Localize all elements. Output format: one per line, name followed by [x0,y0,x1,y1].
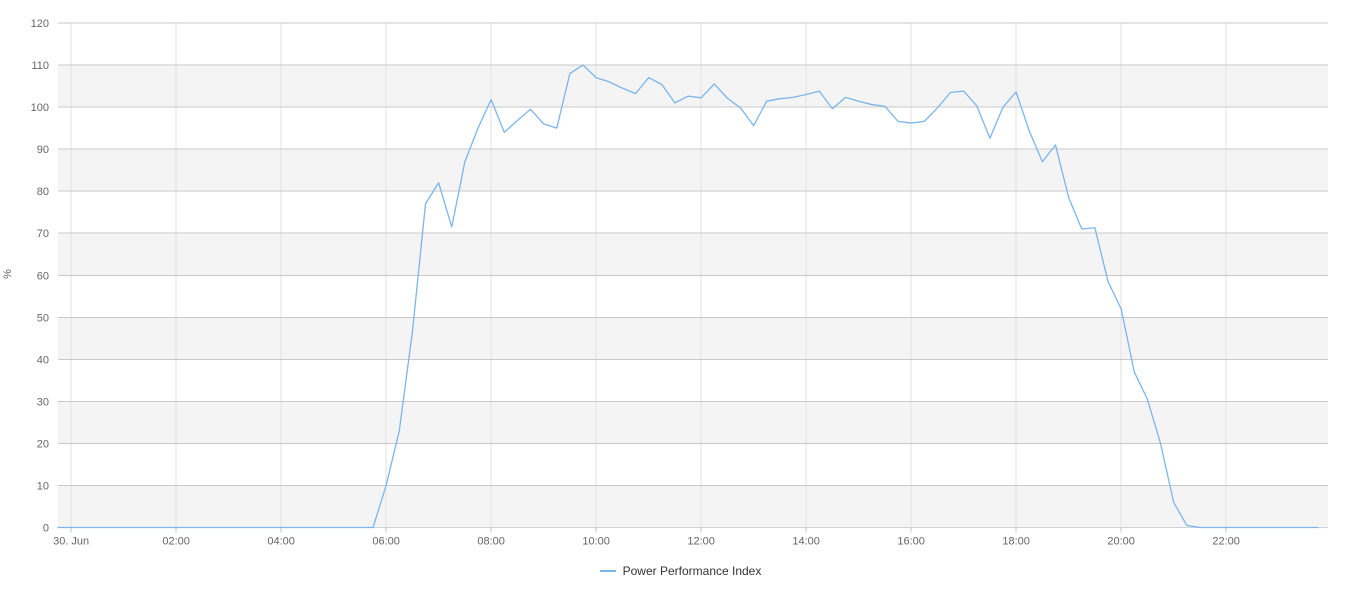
x-tick-label: 22:00 [1212,536,1240,548]
y-tick-label: 90 [37,144,49,156]
y-tick-label: 30 [37,396,49,408]
x-tick-label: 20:00 [1107,536,1135,548]
x-tick-label: 18:00 [1002,536,1030,548]
y-tick-label: 0 [43,523,49,535]
y-band [58,149,1328,192]
y-tick-label: 70 [37,228,49,240]
y-tick-label: 60 [37,270,49,282]
x-tick-label: 02:00 [162,536,190,548]
y-tick-label: 20 [37,438,49,450]
y-tick-label: 120 [31,18,49,30]
x-tick-label: 08:00 [477,536,505,548]
legend-line-symbol [599,570,616,572]
series-line-power-performance-index[interactable] [57,64,1319,529]
y-band [58,401,1328,444]
y-axis-title: % [2,269,14,279]
y-tick-label: 10 [37,480,49,492]
y-tick-label: 110 [31,60,49,72]
x-tick-label: 30. Jun [53,536,89,548]
y-tick-label: 80 [37,186,49,198]
x-tick-label: 10:00 [582,536,610,548]
x-tick-label: 04:00 [267,536,295,548]
legend-label: Power Performance Index [622,564,762,578]
legend-item-power-performance-index[interactable]: Power Performance Index [596,562,766,580]
x-tick-label: 14:00 [792,536,820,548]
x-tick-label: 06:00 [372,536,400,548]
y-band [58,65,1328,108]
y-tick-label: 100 [31,102,49,114]
y-tick-label: 40 [37,354,49,366]
x-tick-label: 12:00 [687,536,715,548]
y-band [58,485,1328,528]
y-band [58,317,1328,360]
y-tick-label: 50 [37,312,49,324]
legend: Power Performance Index [0,562,1361,580]
x-tick-label: 16:00 [897,536,925,548]
y-band [58,233,1328,276]
